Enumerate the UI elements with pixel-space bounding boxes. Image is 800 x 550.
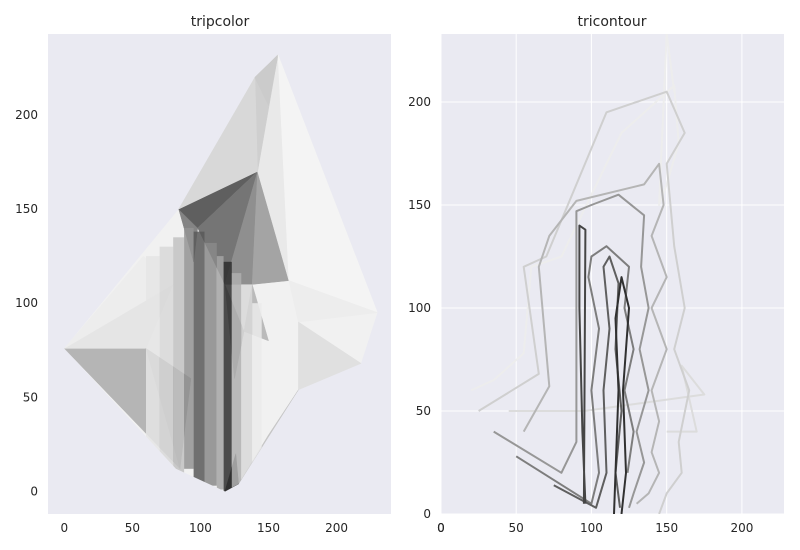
tricontour-title: tricontour xyxy=(578,14,647,30)
mesh-facet-11 xyxy=(178,76,258,210)
tricontour-ytick-label: 150 xyxy=(408,198,431,212)
tricontour-ytick-label: 100 xyxy=(408,301,431,315)
contour-line-8 xyxy=(613,276,630,514)
tripcolor-xtick-label: 50 xyxy=(125,521,140,535)
tripcolor-ytick-label: 0 xyxy=(30,484,38,498)
mesh-column-10 xyxy=(252,303,262,473)
contour-line-6 xyxy=(553,255,623,509)
contour-line-1 xyxy=(508,364,706,433)
mesh-column-4 xyxy=(193,231,205,482)
mesh-column-6 xyxy=(216,256,224,490)
mesh-facet-14 xyxy=(288,280,378,323)
tripcolor-ytick-label: 200 xyxy=(15,108,38,122)
tricontour-xtick-label: 100 xyxy=(580,521,603,535)
mesh-facet-12 xyxy=(254,53,279,107)
tripcolor-axes: 0 50 100 150 200 0 50 100 150 200 xyxy=(15,108,348,535)
tricontour-plot-area xyxy=(441,34,784,514)
tripcolor-xtick-label: 150 xyxy=(257,521,280,535)
tripcolor-title: tripcolor xyxy=(191,14,250,30)
tricontour-xtick-label: 150 xyxy=(655,521,678,535)
tricontour-grid xyxy=(440,34,784,515)
contour-line-4 xyxy=(493,193,650,509)
tripcolor-xtick-label: 100 xyxy=(189,521,212,535)
mesh-column-5 xyxy=(204,242,217,486)
tricontour-ytick-label: 0 xyxy=(423,507,431,521)
tricontour-xtick-label: 0 xyxy=(437,521,445,535)
tripcolor-panel: 0 50 100 150 200 0 50 100 150 200 tripcolor xyxy=(15,14,391,535)
tricontour-xtick-label: 0 xyxy=(437,521,445,535)
mesh-column-3 xyxy=(184,227,194,469)
tripcolor-ytick-label: 150 xyxy=(15,202,38,216)
contour-line-7 xyxy=(578,224,587,504)
tripcolor-xtick-label: 0 xyxy=(60,521,68,535)
tricontour-ytick-label: 50 xyxy=(416,404,431,418)
mesh-column-7 xyxy=(223,261,232,492)
tricontour-xtick-label: 200 xyxy=(730,521,753,535)
tripcolor-xtick-label: 200 xyxy=(325,521,348,535)
mesh-column-8 xyxy=(231,273,242,488)
mesh-column-2 xyxy=(173,237,185,492)
mesh-column-1 xyxy=(159,246,174,492)
contour-line-2 xyxy=(478,90,691,514)
mesh-column-0 xyxy=(146,256,160,492)
tricontour-xtick-label: 50 xyxy=(509,521,524,535)
tripcolor-ytick-label: 50 xyxy=(23,390,38,404)
tripcolor-mesh xyxy=(63,53,378,492)
mesh-facet-15 xyxy=(298,321,362,391)
tripcolor-ytick-label: 100 xyxy=(15,296,38,310)
contour-line-3 xyxy=(522,162,668,505)
contour-line-5 xyxy=(515,245,635,505)
mesh-column-9 xyxy=(241,284,253,481)
tricontour-lines xyxy=(470,34,706,514)
mesh-columns xyxy=(146,227,262,492)
tricontour-ytick-label: 200 xyxy=(408,95,431,109)
